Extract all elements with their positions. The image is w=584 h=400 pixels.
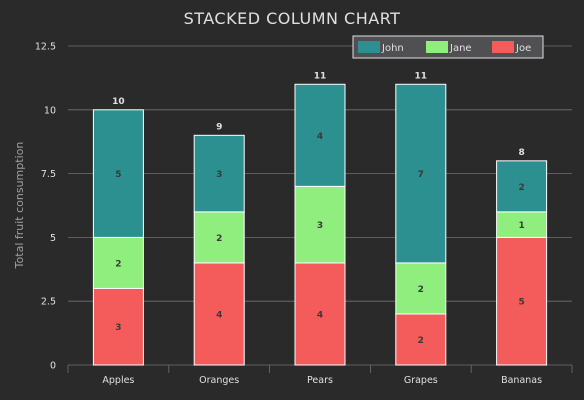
data-label-jane: 2 [216,234,222,244]
axes: 0 2.5 5 7.5 10 12.5 Apples Oranges Pears Grapes Ba… [35,42,573,386]
legend-item-joe[interactable]: Joe [492,41,531,54]
legend-swatch-jane [426,41,448,53]
data-label-john: 7 [418,170,424,180]
y-tick-label: 10 [44,105,56,116]
bar-segment-jane[interactable] [496,211,548,238]
data-label-john: 5 [115,170,121,180]
legend-item-jane[interactable]: Jane [426,41,472,54]
bar-segment-joe[interactable] [294,262,346,366]
legend[interactable]: John Jane Joe [352,35,544,59]
x-tick-label: Bananas [501,375,542,386]
total-label: 10 [112,97,125,107]
legend-swatch-john [358,41,380,53]
bar-segment-john[interactable] [294,83,346,187]
bar-segment-john[interactable] [193,134,245,213]
bar-segment-jane[interactable] [395,262,447,315]
legend-item-john[interactable]: John [358,41,404,54]
total-label: 11 [415,71,428,81]
data-label-joe: 2 [418,336,424,346]
legend-label-jane: Jane [449,43,472,54]
y-tick-label: 2.5 [41,297,56,308]
bar-segment-joe[interactable] [92,287,144,366]
bar-segment-john[interactable] [496,160,548,213]
bar-segment-joe[interactable] [395,313,447,366]
bar-segment-jane[interactable] [92,236,144,289]
total-label: 8 [518,148,524,158]
legend-label-john: John [381,43,404,54]
bars: 3 2 5 10 4 2 3 9 4 3 4 11 2 2 7 11 5 1 2 8 [92,71,548,366]
bar-segment-john[interactable] [395,83,447,264]
bar-segment-john[interactable] [92,109,144,238]
y-tick-label: 0 [50,361,56,372]
x-tick-label: Apples [102,375,134,386]
data-label-jane: 1 [518,221,524,231]
y-tick-label: 5 [50,233,56,244]
data-label-jane: 2 [418,285,424,295]
data-label-jane: 2 [115,259,121,269]
total-label: 9 [216,122,222,132]
data-label-joe: 3 [115,323,121,333]
x-tick-label: Pears [307,375,333,386]
bar-segment-jane[interactable] [193,211,245,264]
data-label-jane: 3 [317,221,323,231]
bar-segment-joe[interactable] [496,236,548,366]
bar-segment-jane[interactable] [294,185,346,264]
total-label: 11 [314,71,327,81]
y-axis-label: Total fruit consumption [13,142,26,270]
legend-swatch-joe [492,41,514,53]
data-label-joe: 5 [518,298,524,308]
x-tick-label: Oranges [199,375,239,386]
data-label-john: 2 [518,183,524,193]
data-label-joe: 4 [317,310,323,320]
chart-title: STACKED COLUMN CHART [184,9,401,28]
legend-label-joe: Joe [515,43,531,54]
y-tick-label: 7.5 [41,169,56,180]
y-tick-label: 12.5 [35,42,56,53]
x-tick-label: Grapes [404,375,438,386]
data-label-john: 4 [317,132,323,142]
data-label-joe: 4 [216,310,222,320]
data-label-john: 3 [216,170,222,180]
